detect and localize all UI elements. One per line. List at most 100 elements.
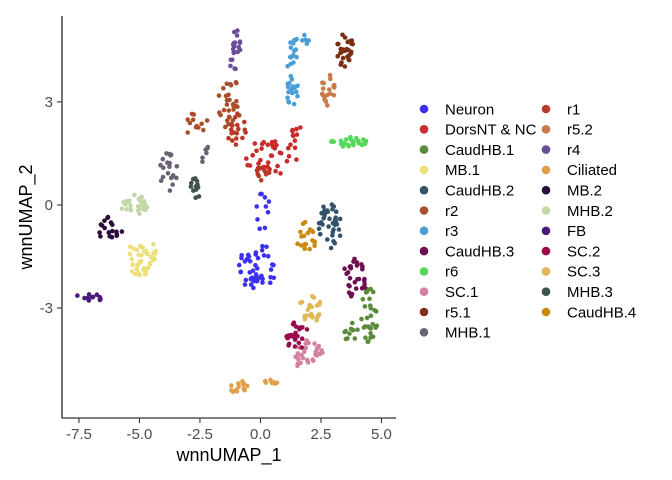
scatter-point bbox=[128, 244, 133, 249]
scatter-point bbox=[200, 155, 205, 160]
scatter-point bbox=[253, 272, 259, 277]
scatter-point bbox=[260, 280, 265, 285]
scatter-point bbox=[356, 138, 361, 144]
scatter-point bbox=[363, 289, 369, 295]
scatter-point bbox=[289, 54, 294, 60]
scatter-point bbox=[234, 136, 239, 141]
scatter-point bbox=[243, 130, 248, 135]
legend-key bbox=[541, 145, 551, 154]
scatter-point bbox=[338, 138, 344, 144]
scatter-point bbox=[190, 117, 196, 123]
scatter-point bbox=[235, 104, 240, 110]
scatter-point bbox=[231, 103, 236, 109]
scatter-point bbox=[262, 195, 268, 200]
scatter-point bbox=[342, 329, 348, 335]
scatter-point bbox=[261, 253, 267, 258]
scatter-point bbox=[132, 192, 137, 198]
scatter-point bbox=[359, 316, 364, 322]
scatter-point bbox=[286, 154, 292, 159]
legend-key bbox=[419, 226, 429, 236]
scatter-point bbox=[242, 119, 247, 125]
scatter-point bbox=[288, 332, 294, 338]
scatter-point bbox=[291, 101, 297, 107]
scatter-point bbox=[185, 130, 190, 135]
scatter-point bbox=[331, 227, 336, 232]
scatter-point bbox=[340, 47, 346, 52]
scatter-point bbox=[348, 326, 354, 332]
scatter-point bbox=[170, 173, 176, 178]
scatter-point bbox=[260, 276, 265, 282]
x-tick-label: 2.5 bbox=[311, 426, 332, 443]
scatter-point bbox=[265, 253, 271, 259]
scatter-point bbox=[228, 127, 234, 132]
scatter-point bbox=[322, 213, 327, 218]
scatter-point bbox=[295, 351, 301, 356]
scatter-point bbox=[167, 151, 172, 157]
scatter-point bbox=[302, 316, 308, 322]
legend-key bbox=[419, 185, 429, 195]
scatter-point bbox=[294, 132, 300, 137]
legend-key bbox=[419, 165, 429, 175]
scatter-point bbox=[233, 142, 239, 147]
scatter-point bbox=[333, 218, 339, 224]
scatter-point bbox=[335, 54, 341, 59]
scatter-point bbox=[305, 360, 311, 365]
scatter-point bbox=[255, 217, 260, 222]
legend-key bbox=[419, 267, 429, 276]
scatter-point bbox=[297, 325, 303, 330]
scatter-point bbox=[338, 62, 344, 67]
scatter-point bbox=[329, 202, 335, 207]
scatter-point bbox=[231, 107, 236, 112]
scatter-point bbox=[148, 260, 153, 266]
scatter-point bbox=[303, 341, 309, 346]
scatter-point bbox=[288, 40, 293, 45]
scatter-point bbox=[337, 233, 343, 238]
scatter-point bbox=[336, 41, 341, 47]
scatter-point bbox=[167, 188, 173, 193]
y-axis-title: wnnUMAP_2 bbox=[16, 164, 37, 270]
scatter-point bbox=[248, 282, 254, 287]
scatter-point bbox=[259, 146, 264, 151]
scatter-point bbox=[368, 331, 373, 336]
scatter-point bbox=[278, 171, 283, 176]
scatter-point bbox=[271, 262, 276, 268]
scatter-point bbox=[254, 266, 260, 271]
scatter-point bbox=[256, 161, 261, 166]
scatter-point bbox=[228, 83, 234, 88]
legend-label: Neuron bbox=[445, 101, 494, 118]
scatter-point bbox=[342, 35, 348, 40]
scatter-point bbox=[204, 150, 209, 156]
scatter-point bbox=[290, 127, 295, 133]
scatter-point bbox=[346, 144, 352, 149]
scatter-point bbox=[86, 292, 92, 297]
scatter-point bbox=[338, 50, 343, 56]
scatter-point bbox=[373, 325, 378, 330]
legend-key bbox=[419, 246, 429, 256]
x-axis-title: wnnUMAP_1 bbox=[175, 445, 281, 466]
scatter-point bbox=[325, 237, 330, 242]
x-tick-label: -7.5 bbox=[66, 426, 92, 443]
scatter-point bbox=[362, 276, 367, 282]
scatter-point bbox=[217, 110, 222, 115]
scatter-point bbox=[200, 159, 205, 165]
scatter-point bbox=[265, 160, 271, 165]
scatter-point bbox=[295, 361, 301, 367]
scatter-point bbox=[266, 199, 272, 204]
scatter-point bbox=[330, 233, 335, 238]
scatter-point bbox=[269, 139, 275, 145]
scatter-point bbox=[165, 160, 170, 165]
scatter-point bbox=[351, 142, 356, 148]
scatter-point bbox=[193, 124, 199, 130]
scatter-point bbox=[167, 164, 172, 170]
scatter-point bbox=[129, 269, 135, 274]
scatter-point bbox=[252, 141, 258, 146]
scatter-point bbox=[362, 304, 368, 309]
scatter-point bbox=[352, 280, 358, 285]
scatter-point bbox=[367, 325, 373, 331]
scatter-point bbox=[277, 150, 283, 155]
scatter-point bbox=[373, 309, 379, 314]
scatter-point bbox=[329, 138, 335, 144]
x-tick-label: -5.0 bbox=[127, 426, 153, 443]
scatter-point bbox=[193, 184, 199, 189]
scatter-point bbox=[224, 81, 230, 87]
